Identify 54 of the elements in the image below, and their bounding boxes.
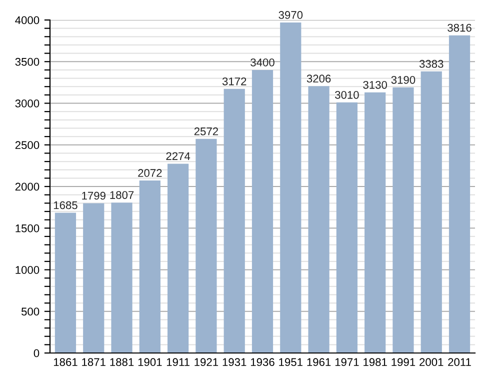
bar xyxy=(336,102,358,353)
data-label: 3400 xyxy=(250,58,274,66)
bar xyxy=(392,87,414,353)
x-tick-label: 1861 xyxy=(54,358,78,366)
data-label: 3190 xyxy=(391,76,416,84)
x-tick-label: 1961 xyxy=(307,358,331,366)
bar xyxy=(280,22,302,353)
x-tick-label: 1971 xyxy=(335,358,359,366)
x-tick-label: 1931 xyxy=(222,358,246,366)
data-label: 2072 xyxy=(138,169,162,177)
bar xyxy=(420,71,442,353)
y-tick-label: 2000 xyxy=(15,182,40,191)
x-tick-label: 1881 xyxy=(110,358,134,366)
data-label: 1799 xyxy=(82,192,106,200)
bar xyxy=(308,86,330,353)
x-tick-label: 2011 xyxy=(448,358,471,366)
x-tick-label: 1991 xyxy=(392,358,416,366)
data-label: 1685 xyxy=(54,201,78,210)
bar xyxy=(364,92,386,353)
x-tick-label: 1951 xyxy=(279,358,302,366)
x-tick-label: 1901 xyxy=(138,358,162,366)
y-tick-label: 2500 xyxy=(15,141,40,150)
data-label: 3172 xyxy=(222,77,246,86)
x-tick-label: 1871 xyxy=(82,358,106,366)
data-label: 3816 xyxy=(448,24,472,32)
bar xyxy=(83,203,104,353)
bar xyxy=(448,35,470,353)
bar xyxy=(252,70,274,353)
bar xyxy=(224,88,245,353)
bar xyxy=(168,164,189,353)
data-label: 3130 xyxy=(363,80,388,89)
data-label: 2274 xyxy=(166,152,190,160)
data-label: 2572 xyxy=(194,127,218,136)
data-label: 1807 xyxy=(110,191,134,199)
y-tick-label: 0 xyxy=(34,349,40,358)
y-tick-label: 500 xyxy=(21,308,40,316)
data-label: 3970 xyxy=(278,11,303,19)
x-tick-label: 1921 xyxy=(194,358,218,366)
bar xyxy=(196,138,217,353)
data-label: 3383 xyxy=(419,60,444,68)
y-tick-label: 3000 xyxy=(15,100,40,108)
y-tick-label: 4000 xyxy=(15,16,40,24)
bar xyxy=(111,202,132,353)
bar xyxy=(139,180,160,353)
x-tick-label: 1936 xyxy=(250,358,274,366)
y-tick-label: 3500 xyxy=(15,58,40,66)
y-tick-label: 1500 xyxy=(16,224,40,232)
bar xyxy=(54,212,76,353)
data-label: 3206 xyxy=(306,74,331,83)
x-tick-label: 1911 xyxy=(166,358,190,366)
x-tick-label: 1981 xyxy=(364,358,387,366)
x-tick-label: 2001 xyxy=(420,358,444,366)
data-label: 3010 xyxy=(335,90,359,99)
y-tick-label: 1000 xyxy=(16,266,40,274)
